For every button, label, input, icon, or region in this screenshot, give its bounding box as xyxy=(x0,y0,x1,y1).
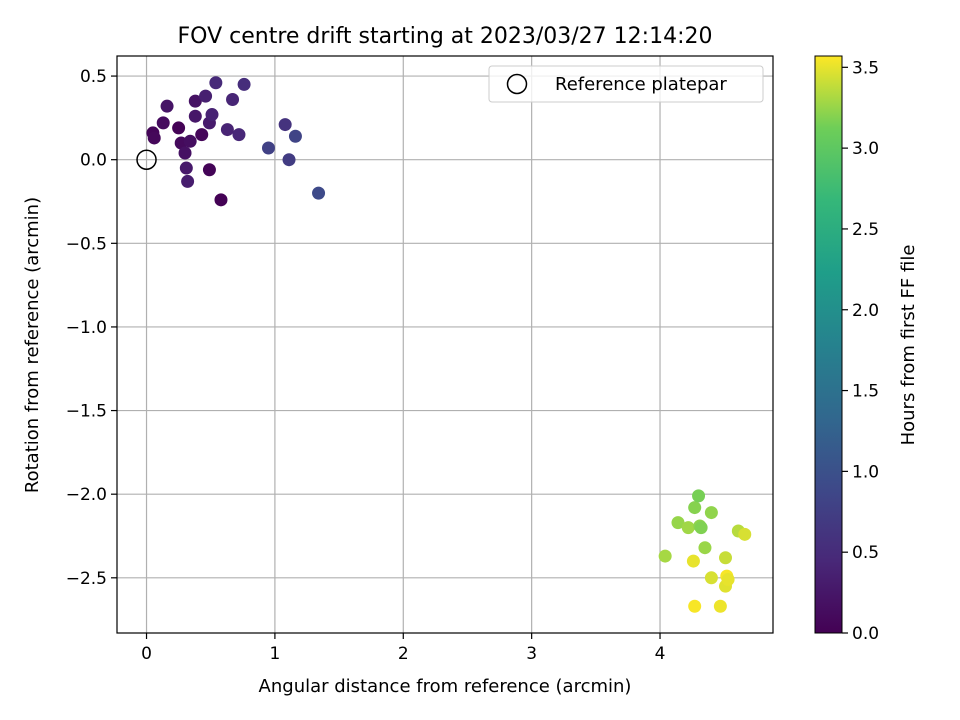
colorbar-tick-label: 3.0 xyxy=(852,139,879,159)
data-point xyxy=(214,193,228,207)
y-tick-label: −2.5 xyxy=(66,569,107,589)
data-point xyxy=(719,551,733,565)
legend-box xyxy=(488,65,764,103)
data-point xyxy=(205,108,219,122)
y-tick-label: 0.0 xyxy=(80,151,107,171)
colorbar-tick-label: 1.0 xyxy=(852,462,879,482)
colorbar-tick-label: 0.5 xyxy=(852,543,879,563)
colorbar-tick-label: 3.5 xyxy=(852,58,879,78)
reference-platepar-marker xyxy=(136,149,157,170)
data-point xyxy=(681,521,695,535)
legend-label: Reference platepar xyxy=(555,74,727,95)
y-axis-label: Rotation from reference (arcmin) xyxy=(22,197,43,493)
data-point xyxy=(261,141,275,155)
data-point xyxy=(671,516,685,530)
data-point xyxy=(698,541,712,555)
data-point xyxy=(688,599,702,613)
data-point xyxy=(686,554,700,568)
data-point xyxy=(704,571,718,585)
x-tick-label: 3 xyxy=(526,644,537,664)
y-gridlines xyxy=(117,75,773,579)
y-tick-label: −1.0 xyxy=(66,318,107,338)
data-point xyxy=(172,121,186,135)
data-point xyxy=(179,161,193,175)
data-point xyxy=(721,572,735,586)
data-point xyxy=(220,123,234,137)
data-point xyxy=(658,549,672,563)
data-point xyxy=(202,163,216,177)
y-tick-label: −0.5 xyxy=(66,234,107,254)
data-point xyxy=(181,174,195,188)
colorbar-tick-label: 0.0 xyxy=(852,624,879,644)
data-point xyxy=(282,153,296,167)
x-tick-label: 1 xyxy=(269,644,280,664)
data-point xyxy=(692,489,706,503)
x-axis-ticks: 0 1 2 3 4 xyxy=(141,633,665,664)
x-tick-label: 0 xyxy=(141,644,152,664)
x-tick-label: 2 xyxy=(398,644,409,664)
data-point xyxy=(704,506,718,520)
colorbar-ticks: 0.0 0.5 1.0 1.5 2.0 2.5 3.0 3.5 xyxy=(842,58,879,644)
colorbar-tick-label: 2.0 xyxy=(852,301,879,321)
y-tick-label: −1.5 xyxy=(66,402,107,422)
y-axis-ticks: 0.5 0.0 −0.5 −1.0 −1.5 −2.0 −2.5 xyxy=(66,67,117,589)
y-tick-label: 0.5 xyxy=(80,67,107,87)
data-point xyxy=(178,146,192,160)
colorbar-tick-label: 2.5 xyxy=(852,220,879,240)
data-point xyxy=(209,76,223,90)
data-point xyxy=(188,94,202,108)
legend-open-circle-icon xyxy=(506,73,528,95)
data-point xyxy=(160,99,174,113)
data-point xyxy=(199,89,213,103)
legend: Reference platepar xyxy=(488,65,764,103)
data-point xyxy=(147,131,161,145)
data-point xyxy=(188,109,202,123)
x-axis-label: Angular distance from reference (arcmin) xyxy=(259,676,632,697)
data-point xyxy=(195,128,209,142)
scatter-points xyxy=(146,76,752,613)
data-point xyxy=(156,116,170,130)
data-point xyxy=(232,128,246,142)
data-point xyxy=(226,92,240,106)
data-point xyxy=(694,521,708,535)
colorbar-label: Hours from first FF file xyxy=(898,245,919,446)
data-point xyxy=(738,527,752,541)
data-point xyxy=(183,134,197,148)
data-point xyxy=(312,186,326,200)
y-tick-label: −2.0 xyxy=(66,485,107,505)
data-point xyxy=(237,77,251,91)
chart-title: FOV centre drift starting at 2023/03/27 … xyxy=(178,24,713,49)
data-point xyxy=(288,129,302,143)
data-point xyxy=(713,599,727,613)
colorbar-gradient xyxy=(814,55,843,634)
x-tick-label: 4 xyxy=(655,644,666,664)
data-point xyxy=(278,118,292,132)
x-gridlines xyxy=(145,56,661,633)
plot-frame xyxy=(116,55,774,634)
colorbar: 0.0 0.5 1.0 1.5 2.0 2.5 3.0 3.5 Hours from firs… xyxy=(814,55,919,644)
data-point xyxy=(688,501,702,515)
colorbar-tick-label: 1.5 xyxy=(852,382,879,402)
